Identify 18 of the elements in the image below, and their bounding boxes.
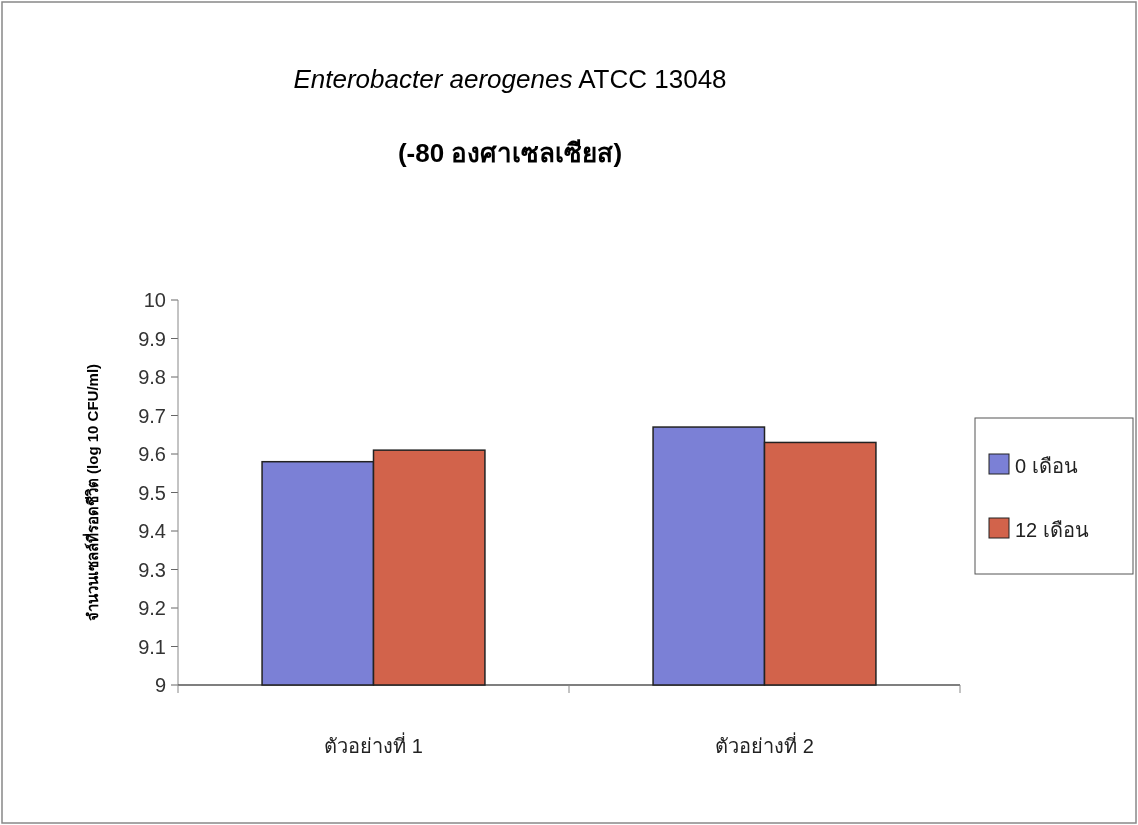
chart-subtitle: (-80 องศาเซลเซียส) [397,138,623,168]
x-tick-label: ตัวอย่างที่ 2 [715,732,814,757]
y-tick-label: 9.7 [138,404,166,427]
legend-label: 12 เดือน [1015,519,1089,541]
y-tick-label: 9.6 [138,443,166,465]
legend-label: 0 เดือน [1015,455,1078,477]
y-axis-title: จำนวนเซลล์ที่รอดชีวิต (log 10 CFU/ml) [82,363,101,622]
y-tick-label: 9 [154,674,166,696]
chart-title: Enterobacter aerogenes ATCC 13048 [293,64,727,94]
y-tick-label: 9.4 [138,520,166,542]
y-tick-label: 9.8 [138,366,166,388]
y-tick-label: 9.1 [138,635,166,658]
y-tick-label: 9.9 [138,327,166,350]
y-tick-label: 10 [143,289,166,311]
y-tick-label: 9.5 [138,481,166,504]
y-tick-label: 9.3 [138,558,166,581]
y-tick-label: 9.2 [138,597,166,619]
x-tick-label: ตัวอย่างที่ 1 [324,732,423,757]
